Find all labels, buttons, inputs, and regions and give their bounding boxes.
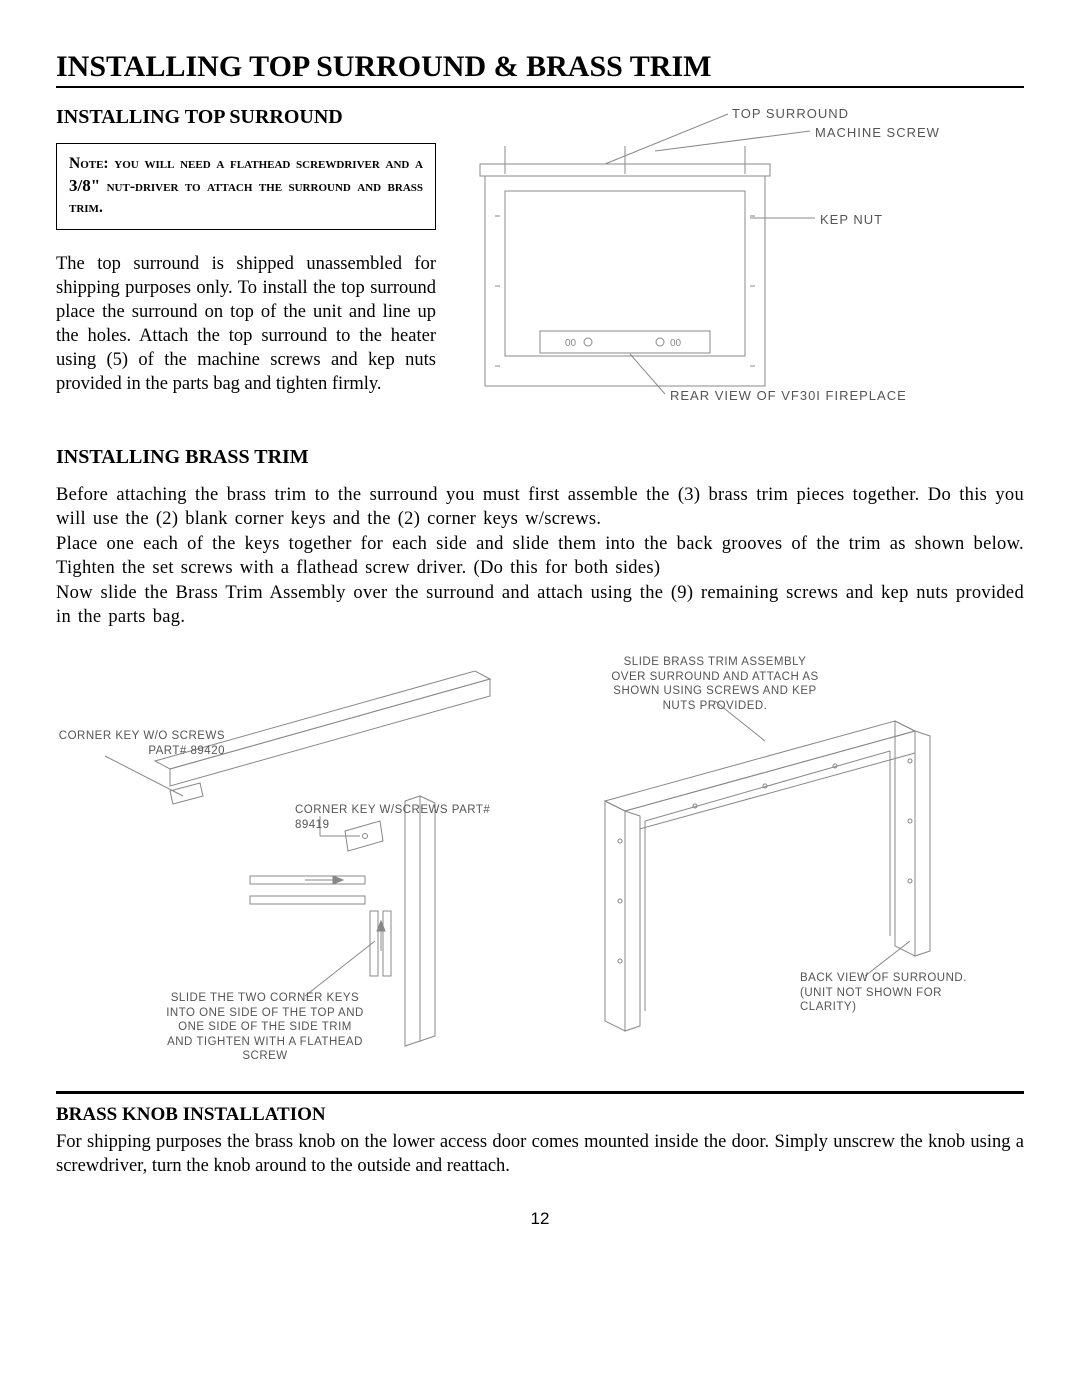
note-emph: 3/8" (69, 176, 100, 195)
section3-heading: BRASS KNOB INSTALLATION (56, 1104, 1024, 1126)
page-number: 12 (56, 1209, 1024, 1229)
section1-heading: INSTALLING TOP SURROUND (56, 106, 436, 129)
label-rear-view: REAR VIEW OF VF30I FIREPLACE (670, 388, 907, 403)
brass-trim-section: INSTALLING BRASS TRIM Before attaching t… (56, 446, 1024, 1061)
section2-body: Before attaching the brass trim to the s… (56, 483, 1024, 629)
label-corner-key-wo-screws: CORNER KEY W/O SCREWS PART# 89420 (45, 729, 225, 758)
brass-knob-section: BRASS KNOB INSTALLATION For shipping pur… (56, 1104, 1024, 1178)
label-back-view: BACK VIEW OF SURROUND. (UNIT NOT SHOWN F… (800, 971, 1000, 1014)
label-kep-nut: KEP NUT (820, 212, 883, 227)
section1-body: The top surround is shipped unassembled … (56, 252, 436, 396)
diagram1-svg: 00 00 (460, 106, 1020, 406)
top-row: INSTALLING TOP SURROUND Note: you will n… (56, 106, 1024, 406)
note-box: Note: you will need a flathead screwdriv… (56, 143, 436, 230)
diagram-corner-keys: CORNER KEY W/O SCREWS PART# 89420 CORNER… (75, 641, 525, 1061)
note-suffix: nut-driver to attach the surround and br… (69, 178, 423, 216)
section-divider (56, 1091, 1024, 1094)
lower-diagrams-row: CORNER KEY W/O SCREWS PART# 89420 CORNER… (56, 641, 1024, 1061)
label-corner-key-w-screws: CORNER KEY W/SCREWS PART# 89419 (295, 803, 525, 832)
section3-body: For shipping purposes the brass knob on … (56, 1130, 1024, 1178)
label-slide-assembly: SLIDE BRASS TRIM ASSEMBLY OVER SURROUND … (605, 655, 825, 713)
label-machine-screw: MACHINE SCREW (815, 125, 940, 140)
svg-text:00: 00 (565, 338, 577, 349)
svg-text:00: 00 (670, 338, 682, 349)
label-top-surround: TOP SURROUND (732, 106, 849, 121)
note-prefix: Note: you will need a flathead screwdriv… (69, 155, 423, 172)
label-slide-keys: SLIDE THE TWO CORNER KEYS INTO ONE SIDE … (165, 991, 365, 1063)
diagram-surround-back: SLIDE BRASS TRIM ASSEMBLY OVER SURROUND … (545, 641, 1005, 1061)
diagram-top-surround: 00 00 (460, 106, 1020, 406)
left-column: INSTALLING TOP SURROUND Note: you will n… (56, 106, 436, 406)
page-title: INSTALLING TOP SURROUND & BRASS TRIM (56, 50, 1024, 88)
right-column: 00 00 (460, 106, 1024, 406)
section2-heading: INSTALLING BRASS TRIM (56, 446, 1024, 469)
